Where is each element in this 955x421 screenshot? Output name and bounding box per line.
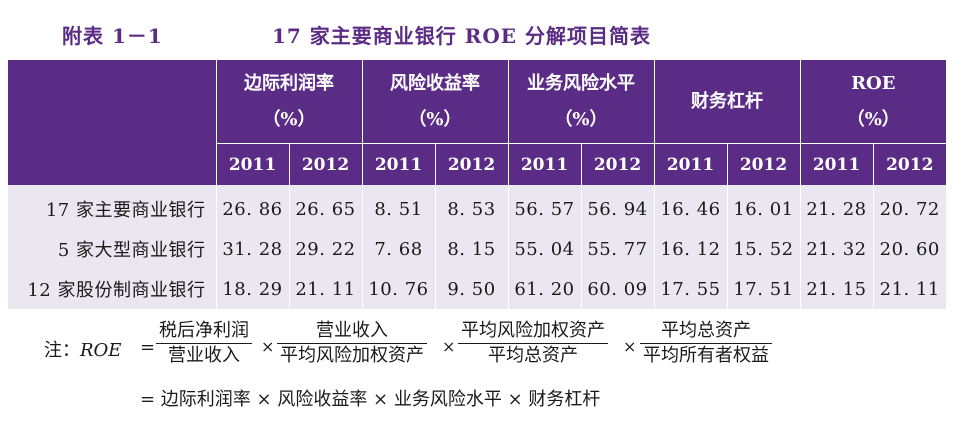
table-cell: 56. 94 — [581, 185, 655, 229]
table-cell: 61. 20 — [508, 269, 582, 309]
table-cell: 7. 68 — [362, 229, 436, 269]
table-cell: 26. 65 — [289, 185, 363, 229]
table-cell: 17. 55 — [654, 269, 728, 309]
note-prefix: 注： — [44, 340, 80, 361]
year-header: 2012 — [289, 143, 363, 185]
table-cell: 16. 12 — [654, 229, 728, 269]
roe-decomposition-table: 边际利润率 （%） 风险收益率 （%） 业务风险水平 （%） 财务杠杆 ROE … — [8, 60, 947, 309]
header-label: ROE — [851, 72, 896, 94]
fraction-numerator: 营业收入 — [277, 320, 427, 344]
header-label: 财务杠杆 — [691, 90, 763, 112]
fraction-denominator: 平均所有者权益 — [643, 345, 769, 366]
header-unit: （%） — [846, 108, 900, 130]
fraction-denominator: 营业收入 — [168, 345, 240, 366]
year-header: 2012 — [581, 143, 655, 185]
year-header: 2012 — [873, 143, 947, 185]
note-label: 注：ROE — [44, 336, 121, 362]
header-year-row: 2011 2012 2011 2012 2011 2012 2011 2012 … — [8, 143, 947, 185]
fraction-net-profit-revenue: 税后净利润 营业收入 — [156, 320, 252, 367]
table-row: 12 家股份制商业银行 18. 29 21. 11 10. 76 9. 50 6… — [8, 269, 947, 309]
fraction-numerator: 平均总资产 — [640, 320, 772, 344]
header-label: 边际利润率 — [244, 72, 334, 94]
table-cell: 8. 53 — [435, 185, 509, 229]
table-cell: 56. 57 — [508, 185, 582, 229]
row-name: 17 家主要商业银行 — [8, 185, 217, 229]
year-header: 2011 — [800, 143, 874, 185]
fraction-assets-equity: 平均总资产 平均所有者权益 — [640, 320, 772, 367]
header-group-row: 边际利润率 （%） 风险收益率 （%） 业务风险水平 （%） 财务杠杆 ROE … — [8, 60, 947, 185]
row-name: 12 家股份制商业银行 — [8, 269, 217, 309]
year-header: 2011 — [508, 143, 582, 185]
fraction-denominator: 平均风险加权资产 — [280, 345, 424, 366]
fraction-rwa-assets: 平均风险加权资产 平均总资产 — [458, 320, 608, 367]
table-cell: 16. 01 — [727, 185, 801, 229]
equals-sign: = — [140, 337, 156, 358]
table-cell: 21. 11 — [873, 269, 947, 309]
table-cell: 21. 32 — [800, 229, 874, 269]
table-cell: 17. 51 — [727, 269, 801, 309]
table-cell: 16. 46 — [654, 185, 728, 229]
table-row: 17 家主要商业银行 26. 86 26. 65 8. 51 8. 53 56.… — [8, 185, 947, 229]
year-header: 2011 — [654, 143, 728, 185]
header-label: 业务风险水平 — [527, 72, 635, 94]
table-cell: 9. 50 — [435, 269, 509, 309]
fraction-revenue-rwa: 营业收入 平均风险加权资产 — [277, 320, 427, 367]
table-caption: 附表 1－1 17 家主要商业银行 ROE 分解项目简表 — [0, 18, 955, 48]
header-leverage: 财务杠杆 — [654, 60, 801, 144]
table-cell: 18. 29 — [216, 269, 290, 309]
table-cell: 60. 09 — [581, 269, 655, 309]
table-cell: 21. 11 — [289, 269, 363, 309]
multiply-sign: × — [442, 337, 456, 356]
table-cell: 15. 52 — [727, 229, 801, 269]
header-unit: （%） — [408, 108, 462, 130]
table-cell: 26. 86 — [216, 185, 290, 229]
header-corner — [8, 60, 217, 185]
multiply-sign: × — [261, 337, 275, 356]
table-row: 5 家大型商业银行 31. 28 29. 22 7. 68 8. 15 55. … — [8, 229, 947, 269]
multiply-sign: × — [623, 337, 637, 356]
table-cell: 21. 28 — [800, 185, 874, 229]
table-cell: 20. 60 — [873, 229, 947, 269]
table-cell: 8. 51 — [362, 185, 436, 229]
year-header: 2011 — [216, 143, 290, 185]
header-label: 风险收益率 — [390, 72, 480, 94]
table-cell: 21. 15 — [800, 269, 874, 309]
fraction-numerator: 平均风险加权资产 — [458, 320, 608, 344]
table-cell: 31. 28 — [216, 229, 290, 269]
fraction-numerator: 税后净利润 — [156, 320, 252, 344]
year-header: 2011 — [362, 143, 436, 185]
header-unit: （%） — [554, 108, 608, 130]
formula-lhs: ROE — [80, 340, 122, 361]
header-risk-return: 风险收益率 （%） — [362, 60, 509, 144]
table-cell: 55. 04 — [508, 229, 582, 269]
table-cell: 29. 22 — [289, 229, 363, 269]
header-business-risk: 业务风险水平 （%） — [508, 60, 655, 144]
year-header: 2012 — [727, 143, 801, 185]
table-cell: 20. 72 — [873, 185, 947, 229]
table-number: 附表 1－1 — [62, 24, 163, 48]
table-cell: 10. 76 — [362, 269, 436, 309]
header-roe: ROE （%） — [800, 60, 947, 144]
table-title: 17 家主要商业银行 ROE 分解项目简表 — [272, 24, 652, 48]
fraction-denominator: 平均总资产 — [488, 345, 578, 366]
header-unit: （%） — [262, 108, 316, 130]
table-cell: 8. 15 — [435, 229, 509, 269]
table-cell: 55. 77 — [581, 229, 655, 269]
row-name: 5 家大型商业银行 — [8, 229, 217, 269]
formula-result: = 边际利润率 × 风险收益率 × 业务风险水平 × 财务杠杆 — [140, 389, 601, 410]
header-margin: 边际利润率 （%） — [216, 60, 363, 144]
year-header: 2012 — [435, 143, 509, 185]
